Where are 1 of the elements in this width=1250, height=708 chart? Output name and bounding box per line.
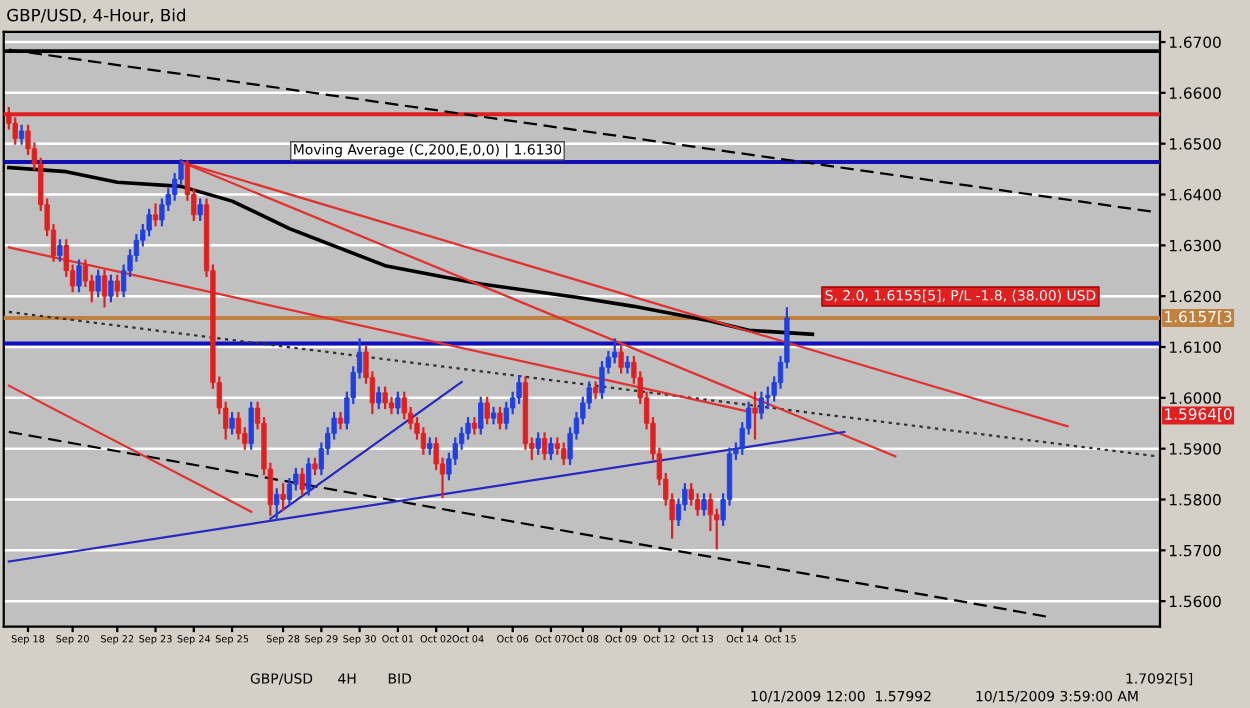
chart-title: GBP/USD, 4-Hour, Bid <box>7 8 185 24</box>
